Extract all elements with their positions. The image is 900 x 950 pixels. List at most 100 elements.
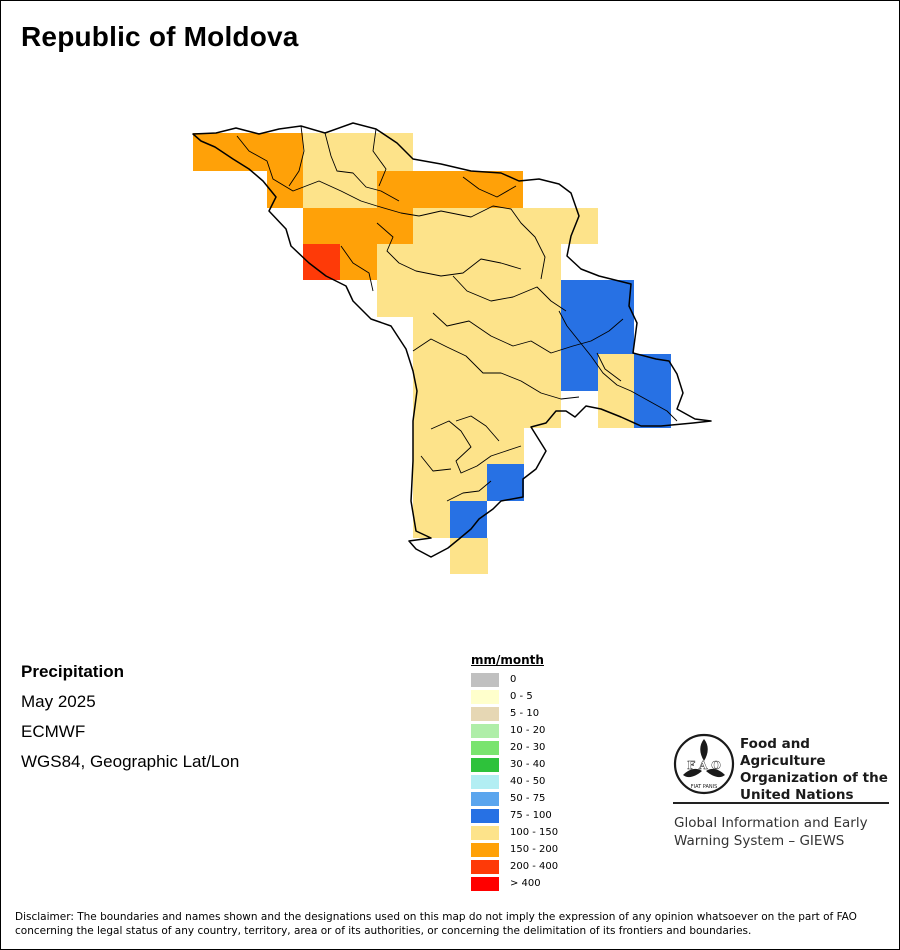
legend-label: 75 - 100 <box>510 810 552 821</box>
district-line <box>430 420 522 474</box>
legend-swatch <box>471 876 499 891</box>
legend-swatch <box>471 672 499 687</box>
grid-cell-100-150 <box>377 280 561 317</box>
period-label: May 2025 <box>21 692 96 711</box>
legend-label: 20 - 30 <box>510 742 546 753</box>
district-line <box>420 455 452 472</box>
grid-cell-100-150 <box>413 317 561 354</box>
legend: mm/month 0 0 - 5 5 - 10 10 - 20 20 - 30 30 - … <box>471 653 558 892</box>
district-line <box>324 132 400 202</box>
legend-swatch <box>471 689 499 704</box>
grid-cell-75-100 <box>561 280 634 354</box>
fao-logo-icon: F A O FIAT PANIS <box>673 733 735 795</box>
boundary-lines <box>192 122 712 558</box>
district-line <box>446 480 492 502</box>
district-line <box>462 176 517 198</box>
legend-swatch <box>471 774 499 789</box>
grid-cell-75-100 <box>487 464 524 501</box>
grid-cell-150-200 <box>303 208 413 244</box>
legend-item: 100 - 150 <box>471 824 558 841</box>
legend-label: 200 - 400 <box>510 861 559 872</box>
grid-cell-100-150 <box>413 208 598 244</box>
legend-item: > 400 <box>471 875 558 892</box>
legend-swatch <box>471 791 499 806</box>
legend-item: 20 - 30 <box>471 739 558 756</box>
fao-org-line: United Nations <box>740 787 854 803</box>
district-line <box>412 338 580 400</box>
legend-item: 0 <box>471 671 558 688</box>
legend-label: 5 - 10 <box>510 708 540 719</box>
precipitation-map <box>192 122 712 574</box>
grid-cell-100-150 <box>413 464 487 501</box>
logo-divider <box>673 802 889 804</box>
legend-swatch <box>471 859 499 874</box>
legend-item: 75 - 100 <box>471 807 558 824</box>
district-line <box>372 128 387 187</box>
grid-cell-150-200 <box>340 244 377 280</box>
district-line <box>455 415 500 442</box>
district-line <box>418 205 546 280</box>
grid-cell-150-200 <box>377 171 523 208</box>
source-label: ECMWF <box>21 722 86 741</box>
legend-label: 100 - 150 <box>510 827 559 838</box>
grid-cell-150-200 <box>193 133 303 171</box>
grid-cell-75-100 <box>450 501 487 538</box>
legend-label: 0 - 5 <box>510 691 533 702</box>
svg-text:F A O: F A O <box>687 759 721 772</box>
grid-cell-200-400 <box>303 244 340 280</box>
grid-cell-100-150 <box>413 428 524 464</box>
legend-swatch <box>471 842 499 857</box>
giews-label: Global Information and Early Warning Sys… <box>674 814 868 850</box>
legend-classes: 0 0 - 5 5 - 10 10 - 20 20 - 30 30 - 40 40 - 50… <box>471 671 558 892</box>
grid-cell-100-150 <box>303 133 413 171</box>
district-line <box>236 135 420 217</box>
map-title: Republic of Moldova <box>21 21 299 52</box>
legend-item: 30 - 40 <box>471 756 558 773</box>
district-line <box>558 310 678 422</box>
legend-swatch <box>471 757 499 772</box>
fao-motto: FIAT PANIS <box>691 784 718 790</box>
grid-cell-100-150 <box>450 538 488 574</box>
district-line <box>432 312 624 354</box>
district-line <box>596 352 622 382</box>
legend-swatch <box>471 740 499 755</box>
giews-line: Global Information and Early <box>674 815 868 831</box>
grid-cell-100-150 <box>413 391 561 428</box>
grid-cell-100-150 <box>413 354 561 391</box>
variable-label: Precipitation <box>21 662 124 681</box>
legend-item: 10 - 20 <box>471 722 558 739</box>
legend-label: 40 - 50 <box>510 776 546 787</box>
legend-item: 50 - 75 <box>471 790 558 807</box>
legend-swatch <box>471 706 499 721</box>
legend-swatch <box>471 825 499 840</box>
grid-cell-75-100 <box>634 354 671 428</box>
legend-swatch <box>471 808 499 823</box>
giews-line: Warning System – GIEWS <box>674 833 845 849</box>
grid-cell-100-150 <box>377 244 561 280</box>
legend-label: 10 - 20 <box>510 725 546 736</box>
legend-item: 200 - 400 <box>471 858 558 875</box>
fao-org-line: Organization of the <box>740 770 888 786</box>
district-line <box>340 245 374 292</box>
projection-label: WGS84, Geographic Lat/Lon <box>21 752 240 771</box>
legend-label: 30 - 40 <box>510 759 546 770</box>
map-info: Precipitation May 2025 ECMWF WGS84, Geog… <box>21 657 239 777</box>
fao-org-name: Food and Agriculture Organization of the… <box>740 736 899 804</box>
district-line <box>452 275 567 312</box>
legend-swatch <box>471 723 499 738</box>
legend-item: 5 - 10 <box>471 705 558 722</box>
district-line <box>288 125 305 187</box>
legend-unit: mm/month <box>471 653 544 667</box>
legend-label: > 400 <box>510 878 541 889</box>
legend-item: 40 - 50 <box>471 773 558 790</box>
legend-label: 150 - 200 <box>510 844 559 855</box>
country-border <box>192 122 712 558</box>
legend-label: 50 - 75 <box>510 793 546 804</box>
grid-cell-75-100 <box>561 354 598 391</box>
legend-label: 0 <box>510 674 517 685</box>
fao-org-line: Food and Agriculture <box>740 736 826 769</box>
legend-item: 0 - 5 <box>471 688 558 705</box>
legend-item: 150 - 200 <box>471 841 558 858</box>
district-line <box>376 222 522 277</box>
